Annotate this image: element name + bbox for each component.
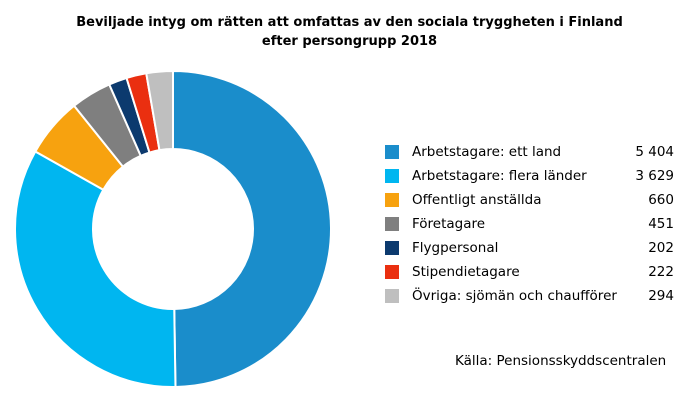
legend-swatch [385, 241, 399, 255]
legend-item: Arbetstagare: ett land 5 404 [385, 140, 685, 164]
legend-value: 5 404 [635, 144, 674, 160]
legend-value: 202 [648, 240, 674, 256]
chart-title-line-1: Beviljade intyg om rätten att omfattas a… [76, 15, 623, 30]
legend-item: Övriga: sjömän och chaufförer 294 [385, 284, 685, 308]
legend-swatch [385, 265, 399, 279]
legend-item: Företagare 451 [385, 212, 685, 236]
legend: Arbetstagare: ett land 5 404 Arbetstagare:… [385, 140, 685, 308]
legend-item: Arbetstagare: flera länder 3 629 [385, 164, 685, 188]
legend-swatch [385, 169, 399, 183]
legend-item: Offentligt anställda 660 [385, 188, 685, 212]
legend-label: Arbetstagare: ett land [412, 144, 562, 160]
legend-value: 3 629 [635, 168, 674, 184]
donut-slice-1 [14, 150, 177, 388]
source-note: Källa: Pensionsskyddscentralen [455, 353, 667, 369]
legend-value: 294 [648, 288, 674, 304]
donut-slice-0 [172, 69, 333, 388]
chart-title: Beviljade intyg om rätten att omfattas a… [0, 13, 699, 51]
legend-label: Flygpersonal [412, 240, 499, 256]
legend-item: Stipendietagare 222 [385, 260, 685, 284]
legend-label: Övriga: sjömän och chaufförer [412, 288, 617, 304]
legend-value: 451 [648, 216, 674, 232]
chart-title-line-2: efter persongrupp 2018 [261, 34, 438, 49]
legend-value: 222 [648, 264, 674, 280]
legend-label: Arbetstagare: flera länder [412, 168, 587, 184]
legend-label: Stipendietagare [412, 264, 520, 280]
donut-slice-6 [145, 69, 174, 152]
legend-item: Flygpersonal 202 [385, 236, 685, 260]
legend-swatch [385, 193, 399, 207]
legend-label: Företagare [412, 216, 486, 232]
legend-swatch [385, 145, 399, 159]
legend-swatch [385, 289, 399, 303]
legend-swatch [385, 217, 399, 231]
legend-value: 660 [648, 192, 674, 208]
legend-label: Offentligt anställda [412, 192, 542, 208]
